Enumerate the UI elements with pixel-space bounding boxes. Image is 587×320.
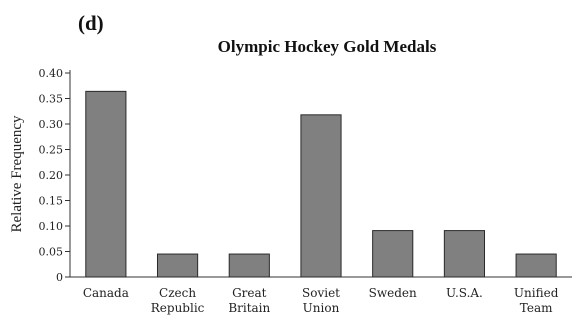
x-tick-label: U.S.A.	[446, 286, 483, 300]
panel-label: (d)	[78, 11, 104, 35]
y-tick-label: 0	[56, 271, 63, 284]
x-tick-labels: Canada CzechRepublicGreatBritainSovietUni…	[83, 286, 559, 315]
bar	[443, 230, 486, 278]
y-tick-label: 0.35	[39, 93, 64, 106]
bar	[156, 253, 199, 278]
bars	[85, 90, 557, 278]
bar	[372, 230, 414, 278]
y-tick-label: 0.30	[39, 118, 64, 131]
x-tick-label: Czech	[159, 286, 196, 300]
y-tick-label: 0.10	[39, 220, 64, 233]
y-tick-label: 0.05	[39, 246, 64, 259]
bar	[228, 253, 270, 278]
y-axis-label: Relative Frequency	[9, 115, 25, 233]
chart-title: Olympic Hockey Gold Medals	[218, 37, 437, 56]
bar	[515, 253, 557, 278]
x-tick-label: Britain	[228, 301, 270, 315]
x-tick-label: Soviet	[302, 286, 340, 300]
bar	[300, 114, 342, 278]
x-tick-label: Sweden	[369, 286, 417, 300]
x-tick-label: Unified	[514, 286, 559, 300]
y-ticks: 0 0.05 0.10 0.15 0.20 0.25 0.30 0.35 0.40	[39, 67, 70, 284]
x-tick-label: Team	[520, 301, 553, 315]
y-tick-label: 0.15	[39, 195, 64, 208]
y-tick-label: 0.20	[39, 169, 64, 182]
y-tick-label: 0.40	[39, 67, 64, 80]
x-tick-label: Canada	[83, 286, 129, 300]
y-tick-label: 0.25	[39, 144, 64, 157]
x-tick-label: Republic	[151, 301, 205, 315]
bar	[85, 90, 127, 278]
x-tick-label: Great	[232, 286, 267, 300]
x-tick-label: Union	[303, 301, 340, 315]
